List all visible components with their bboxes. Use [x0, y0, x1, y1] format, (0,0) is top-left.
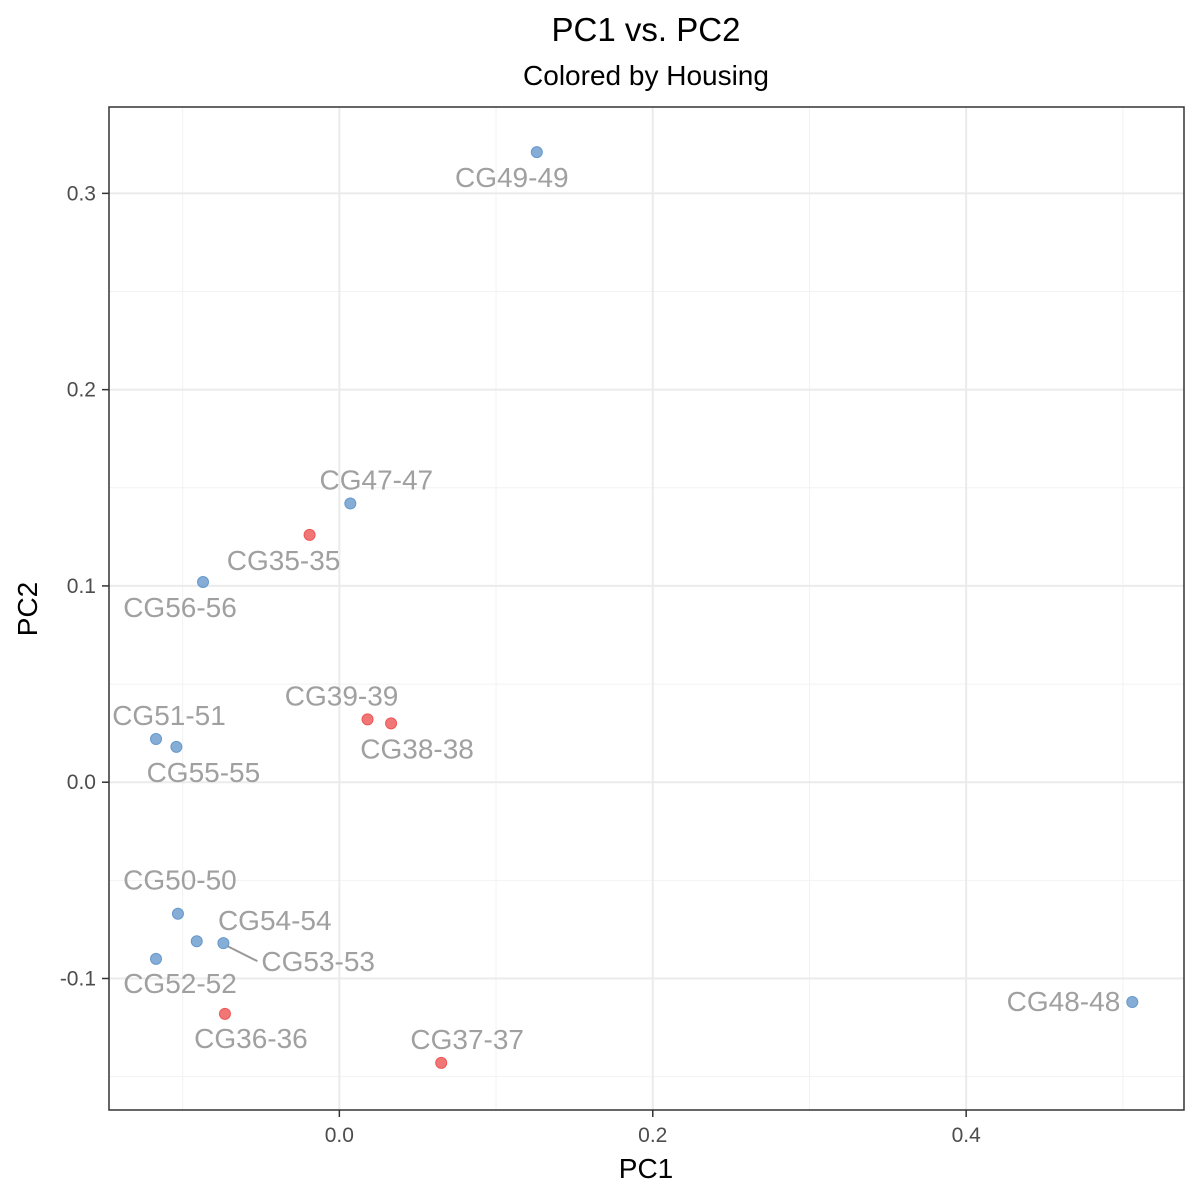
point-labels: CG49-49 CG47-47 CG35-35 CG56-56 CG39-39 CG38-…: [112, 162, 1120, 1055]
point-label: CG47-47: [320, 464, 434, 495]
y-axis-ticks: -0.1 0.0 0.1 0.2 0.3: [60, 182, 109, 990]
data-points: [150, 146, 1139, 1069]
data-point: [217, 937, 230, 950]
data-point: [344, 497, 357, 510]
data-point: [190, 935, 203, 948]
label-leader-line: [226, 945, 258, 963]
minor-gridlines: [109, 107, 1184, 1110]
point-label: CG37-37: [410, 1024, 524, 1055]
y-tick-label: 0.0: [67, 771, 96, 794]
point-label: CG39-39: [285, 680, 399, 711]
label-connectors: [226, 945, 258, 963]
y-tick-label: 0.3: [67, 182, 96, 205]
data-point: [361, 713, 374, 726]
data-point: [197, 576, 210, 589]
data-point: [170, 740, 183, 753]
point-label: CG38-38: [360, 733, 474, 764]
data-point: [1126, 996, 1139, 1009]
point-label: CG54-54: [218, 905, 332, 936]
y-tick-label: -0.1: [60, 967, 96, 990]
point-label: CG51-51: [112, 700, 226, 731]
major-gridlines: [109, 107, 1184, 1110]
point-label: CG55-55: [147, 757, 261, 788]
point-label: CG56-56: [123, 592, 237, 623]
data-point: [150, 733, 163, 746]
x-tick-label: 0.0: [325, 1124, 354, 1147]
point-label: CG53-53: [261, 946, 375, 977]
data-point: [435, 1056, 448, 1069]
point-label: CG48-48: [1007, 986, 1121, 1017]
chart-subtitle: Colored by Housing: [523, 60, 769, 91]
data-point: [385, 717, 398, 730]
data-point: [218, 1007, 231, 1020]
data-point: [171, 907, 184, 920]
point-label: CG35-35: [227, 545, 341, 576]
point-label: CG49-49: [455, 162, 569, 193]
point-label: CG36-36: [194, 1023, 308, 1054]
data-point: [150, 952, 163, 965]
y-axis-title: PC2: [12, 582, 43, 636]
x-tick-label: 0.4: [952, 1124, 982, 1147]
x-tick-label: 0.2: [638, 1124, 667, 1147]
y-tick-label: 0.1: [67, 575, 96, 598]
x-axis-ticks: 0.0 0.2 0.4: [325, 1110, 981, 1147]
y-tick-label: 0.2: [67, 379, 96, 402]
point-label: CG52-52: [123, 968, 237, 999]
point-label: CG50-50: [123, 865, 237, 896]
plot-panel-border: [108, 106, 1185, 1111]
data-point: [303, 528, 316, 541]
chart-title: PC1 vs. PC2: [552, 11, 741, 48]
x-axis-title: PC1: [619, 1153, 673, 1184]
data-point: [530, 146, 543, 159]
